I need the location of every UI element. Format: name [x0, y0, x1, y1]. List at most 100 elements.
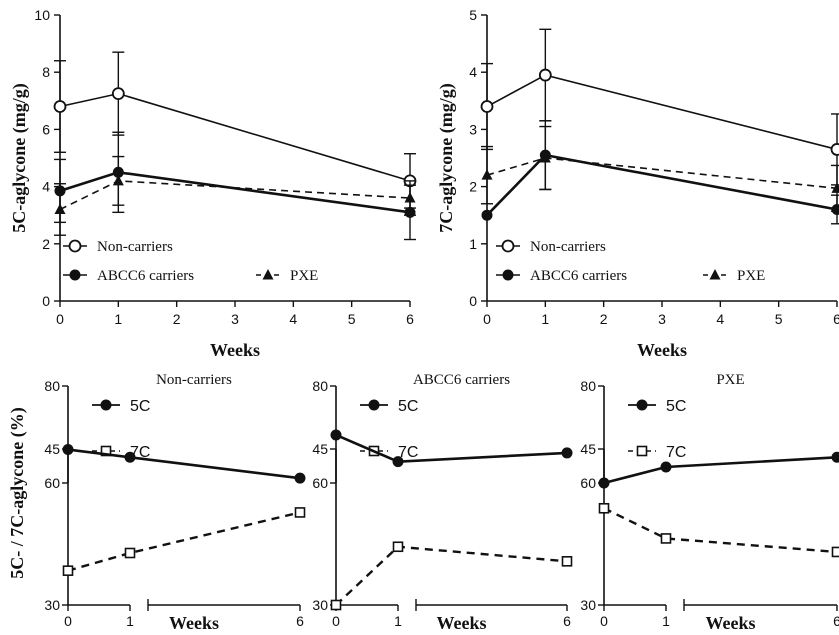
c1-x-tick-label: 0 — [483, 311, 491, 327]
c0-legend-marker — [68, 239, 82, 253]
c1-legend-marker — [501, 239, 515, 253]
c4-x-tick-label: 6 — [833, 613, 839, 629]
c0-legend-label: Non-carriers — [97, 239, 173, 255]
c0-data-point-s2 — [54, 203, 66, 214]
c0-x-tick-label: 5 — [348, 311, 356, 327]
c4-data-point-7c — [831, 546, 839, 558]
c1-x-axis-label: Weeks — [637, 340, 687, 360]
c4-x-tick-label: 0 — [600, 613, 608, 629]
c0-x-tick-label: 3 — [231, 311, 239, 327]
c1-data-point-s2 — [539, 152, 551, 163]
c4-y-tick-label-5c: 60 — [580, 475, 596, 491]
c4-legend-label-5c: 5C — [666, 398, 686, 415]
c3-x-axis-label: Weeks — [436, 613, 486, 633]
c3-y-tick-label-5c: 80 — [312, 378, 328, 394]
c0-x-axis-label: Weeks — [210, 340, 260, 360]
c0-data-point-s2 — [112, 174, 124, 186]
c0-legend-marker — [69, 269, 81, 281]
c0-legend-marker — [262, 269, 274, 280]
c0-x-tick-label: 6 — [406, 311, 414, 327]
c1-x-tick-label: 2 — [600, 311, 608, 327]
c4-legend-label-7c: 7C — [666, 444, 686, 461]
c0-series-line-0 — [59, 92, 411, 182]
c3-legend-label-7c: 7C — [398, 444, 418, 461]
c3-y-tick-label-5c: 60 — [312, 475, 328, 491]
c1-y-axis-label: 7C-aglycone (mg/g) — [436, 83, 457, 232]
c2-y-tick-label-7c: 45 — [44, 441, 60, 457]
c1-y-tick-label: 1 — [469, 236, 477, 252]
c2-data-point-7c — [294, 507, 306, 518]
c2-legend-label-5c: 5C — [130, 398, 150, 415]
c2-x-axis-label: Weeks — [169, 613, 219, 633]
c3-legend-marker-5c — [368, 399, 380, 411]
c3-x-tick-label: 1 — [394, 613, 402, 629]
c3-legend-label-5c: 5C — [398, 398, 418, 415]
c4-x-tick-label: 1 — [662, 613, 670, 629]
c2-y-tick-label-7c: 30 — [44, 597, 60, 613]
c3-data-point-7c — [561, 556, 573, 567]
c1-data-point-s0 — [480, 100, 494, 113]
c4-series-line-7c — [603, 507, 838, 554]
c0-data-point-s2 — [404, 192, 416, 203]
c4-x-axis-label: Weeks — [705, 613, 755, 633]
c3-data-point-7c — [392, 541, 404, 553]
c0-y-tick-label: 10 — [34, 7, 50, 23]
c4-y-tick-label-5c: 80 — [580, 378, 596, 394]
c1-data-point-s0 — [538, 68, 552, 82]
c0-legend-label: ABCC6 carriers — [97, 268, 194, 284]
c3-x-tick-label: 0 — [332, 613, 340, 629]
c3-panel-title: ABCC6 carriers — [413, 372, 510, 388]
c0-y-tick-label: 2 — [42, 236, 50, 252]
bottom-y-axis-label: 5C- / 7C-aglycone (%) — [7, 407, 28, 578]
c4-data-point-5c — [831, 451, 839, 463]
c4-legend-marker-7c — [636, 445, 648, 457]
c2-y-tick-label-5c: 60 — [44, 475, 60, 491]
c3-y-tick-label-7c: 45 — [312, 441, 328, 457]
c0-y-tick-label: 4 — [42, 179, 50, 195]
c4-data-point-7c — [660, 533, 672, 544]
c2-x-tick-label: 0 — [64, 613, 72, 629]
c1-x-tick-label: 3 — [658, 311, 666, 327]
c1-y-tick-label: 5 — [469, 7, 477, 23]
c4-data-point-5c — [598, 477, 610, 489]
c0-x-tick-label: 4 — [289, 311, 297, 327]
c3-data-point-5c — [392, 456, 404, 468]
c1-series-line-1 — [486, 153, 838, 217]
c2-x-tick-label: 6 — [296, 613, 304, 629]
c1-legend-label: PXE — [737, 268, 765, 284]
c4-y-tick-label-7c: 45 — [580, 441, 596, 457]
c1-legend-marker — [709, 269, 721, 280]
c1-y-tick-label: 3 — [469, 121, 477, 137]
c0-y-axis-label: 5C-aglycone (mg/g) — [9, 83, 30, 232]
c1-legend-label: ABCC6 carriers — [530, 268, 627, 284]
c2-data-point-7c — [62, 565, 74, 576]
c1-y-tick-label: 4 — [469, 64, 477, 80]
c4-data-point-5c — [660, 461, 672, 473]
c2-data-point-5c — [294, 472, 306, 484]
c3-data-point-5c — [330, 429, 342, 441]
c1-y-tick-label: 0 — [469, 293, 477, 309]
c0-y-tick-label: 6 — [42, 121, 50, 137]
c0-legend-label: PXE — [290, 268, 318, 284]
c3-data-point-7c — [330, 599, 342, 611]
c1-legend-marker — [502, 269, 514, 281]
c1-y-tick-label: 2 — [469, 179, 477, 195]
c1-data-point-s2 — [831, 182, 839, 193]
c0-y-tick-label: 0 — [42, 293, 50, 309]
c0-data-point-s0 — [53, 100, 67, 113]
c4-legend-marker-5c — [636, 399, 648, 411]
c0-x-tick-label: 0 — [56, 311, 64, 327]
c3-y-tick-label-7c: 30 — [312, 597, 328, 613]
c2-data-point-7c — [124, 547, 136, 559]
c1-x-tick-label: 1 — [541, 311, 549, 327]
c1-data-point-s0 — [830, 143, 839, 156]
c0-series-line-1 — [59, 170, 411, 214]
c4-data-point-7c — [598, 502, 610, 514]
c1-data-point-s1 — [481, 209, 493, 221]
c0-x-tick-label: 2 — [173, 311, 181, 327]
c3-series-line-7c — [335, 545, 568, 606]
c4-series-line-5c — [603, 455, 838, 485]
c2-series-line-7c — [67, 511, 301, 572]
c0-data-point-s0 — [111, 87, 125, 101]
